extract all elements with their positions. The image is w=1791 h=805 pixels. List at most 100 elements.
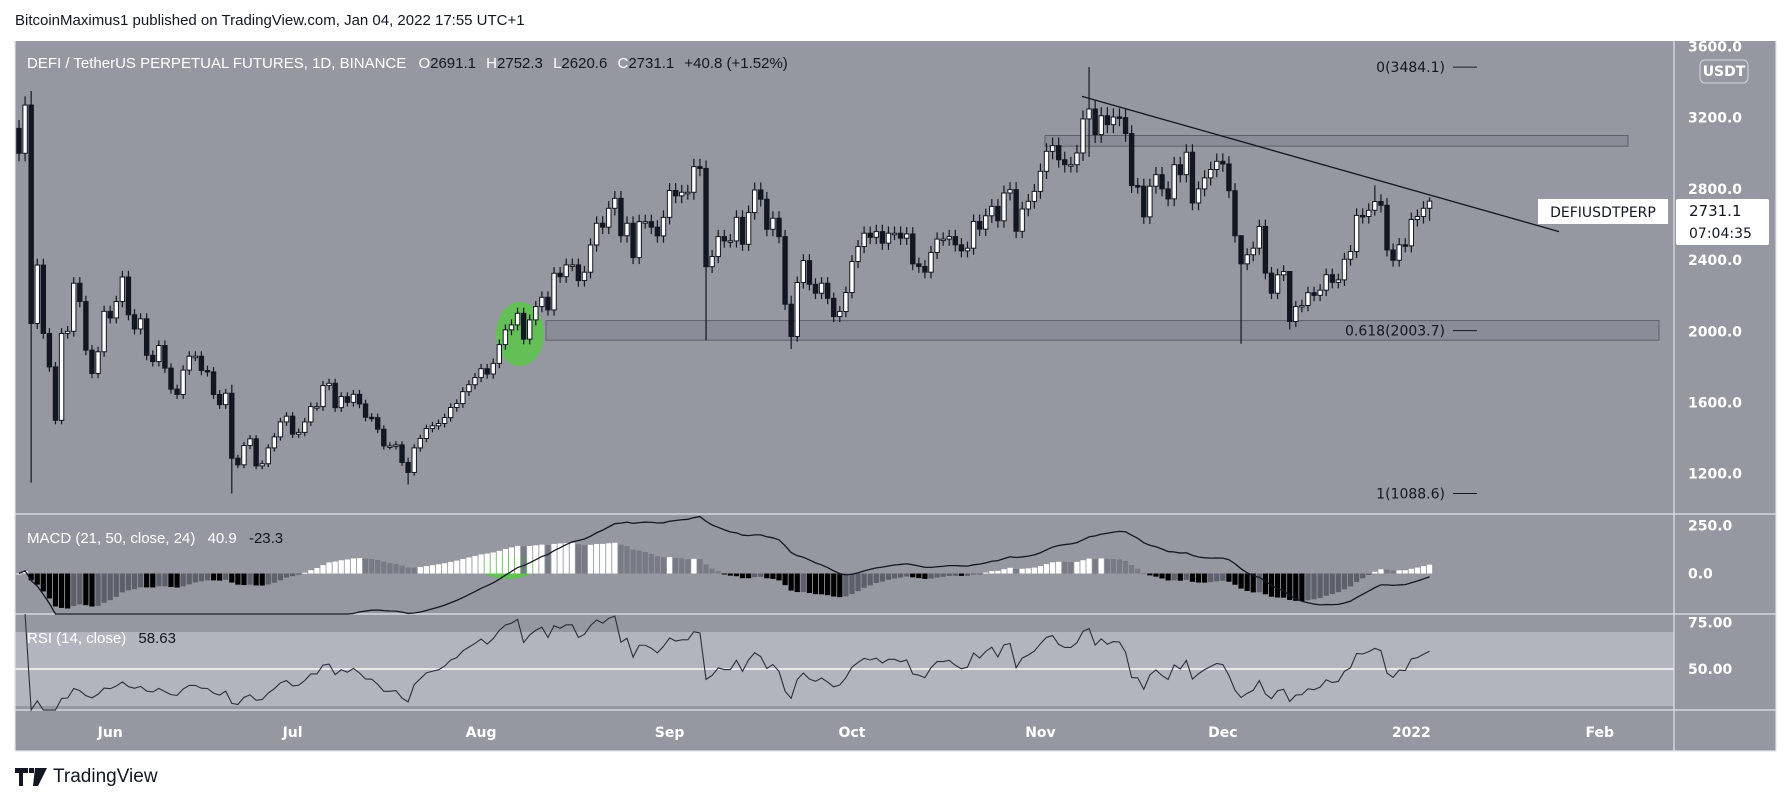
candle bbox=[1092, 100, 1098, 143]
candle-body-up bbox=[593, 222, 600, 246]
candle-body-down bbox=[1122, 117, 1129, 135]
macd-histogram-bar bbox=[156, 573, 162, 587]
candle-body-up bbox=[1171, 164, 1177, 200]
descending-trendline[interactable] bbox=[1081, 95, 1560, 233]
candle bbox=[1268, 266, 1275, 300]
macd-histogram-bar bbox=[1043, 564, 1050, 574]
macd-histogram-bar bbox=[764, 573, 770, 579]
candle bbox=[58, 328, 65, 425]
candle-body-down bbox=[776, 217, 782, 238]
candle-body-up bbox=[970, 220, 977, 249]
candle-body-up bbox=[478, 368, 484, 379]
rsi-value: 58.63 bbox=[138, 630, 176, 647]
candle bbox=[150, 350, 156, 367]
candle bbox=[867, 226, 873, 245]
candle-body-down bbox=[332, 382, 338, 409]
macd-indicator bbox=[16, 515, 1433, 615]
candle-body-up bbox=[1098, 115, 1104, 136]
candle bbox=[1250, 241, 1256, 262]
candle-body-up bbox=[113, 301, 119, 319]
macd-histogram-bar bbox=[1013, 568, 1019, 574]
macd-histogram-bar bbox=[788, 573, 794, 591]
candle-body-up bbox=[946, 236, 952, 240]
candle bbox=[654, 220, 661, 243]
candle-body-up bbox=[387, 445, 393, 448]
candle bbox=[375, 413, 381, 434]
macd-histogram-bar bbox=[174, 573, 180, 588]
macd-histogram-bar bbox=[1116, 559, 1123, 574]
time-axis[interactable] bbox=[15, 710, 1674, 751]
candle-body-up bbox=[58, 332, 65, 421]
zone-rectangle[interactable] bbox=[1044, 135, 1629, 147]
macd-histogram-bar bbox=[241, 573, 247, 586]
candle bbox=[1104, 107, 1111, 134]
macd-histogram-bar bbox=[448, 561, 454, 574]
highlight-ellipse-price[interactable] bbox=[496, 302, 544, 366]
candle bbox=[113, 295, 119, 324]
candle bbox=[441, 413, 448, 428]
candle bbox=[356, 389, 363, 409]
footer: TradingView bbox=[15, 766, 158, 788]
macd-histogram-bar bbox=[1366, 573, 1372, 575]
candle-body-down bbox=[575, 264, 582, 282]
candle-body-down bbox=[788, 303, 794, 337]
macd-histogram-bar bbox=[107, 573, 113, 601]
candle bbox=[95, 346, 101, 379]
fib-retracement[interactable]: 0(3484.1) 0.618(2003.7) 1(1088.6) bbox=[1345, 60, 1477, 503]
candle-body-down bbox=[958, 244, 965, 252]
candle-body-up bbox=[514, 312, 521, 326]
macd-histogram-bar bbox=[679, 558, 685, 574]
candle bbox=[545, 291, 551, 316]
candle-body-up bbox=[691, 166, 697, 193]
macd-histogram-bar bbox=[496, 550, 502, 574]
macd-histogram-bar bbox=[557, 543, 563, 574]
rsi-legend[interactable]: RSI (14, close) 58.63 bbox=[27, 630, 176, 647]
candle bbox=[1244, 248, 1250, 271]
candle bbox=[691, 158, 697, 200]
price-axis-ticks: 3600.0 3200.0 2800.0 2400.0 2000.0 1600.… bbox=[1688, 40, 1742, 483]
macd-histogram-bar bbox=[46, 573, 52, 599]
candle bbox=[1043, 143, 1050, 180]
macd-histogram-bar bbox=[290, 573, 296, 577]
symbol-legend[interactable]: DEFI / TetherUS PERPETUAL FUTURES, 1D, B… bbox=[27, 55, 788, 72]
candle bbox=[849, 255, 855, 299]
last-price: 2731.1 bbox=[1689, 202, 1742, 220]
candle bbox=[1171, 156, 1177, 207]
candle-body-down bbox=[520, 312, 527, 340]
candle bbox=[642, 214, 648, 229]
macd-histogram-bar bbox=[514, 545, 521, 574]
candles bbox=[16, 67, 1433, 494]
macd-histogram-bar bbox=[867, 573, 873, 586]
macd-histogram-bar bbox=[1141, 573, 1147, 575]
macd-histogram-bar bbox=[52, 573, 59, 607]
macd-pane[interactable] bbox=[15, 514, 1674, 614]
usdt-badge[interactable]: USDT bbox=[1699, 59, 1749, 84]
candle-body-up bbox=[247, 438, 253, 447]
macd-histogram-bar bbox=[442, 563, 448, 574]
candle bbox=[1007, 182, 1013, 201]
macd-histogram-bar bbox=[1165, 573, 1171, 581]
candle bbox=[709, 250, 715, 273]
support-resistance-zones[interactable] bbox=[545, 135, 1660, 341]
change-value: +40.8 (+1.52%) bbox=[684, 55, 787, 72]
candle-body-down bbox=[1141, 185, 1147, 218]
candle-body-up bbox=[508, 324, 515, 331]
candle bbox=[697, 158, 703, 177]
macd-histogram-bar bbox=[898, 573, 904, 578]
candle bbox=[204, 365, 211, 377]
candle bbox=[575, 258, 582, 287]
macd-histogram-bar bbox=[1068, 562, 1074, 574]
candle-body-up bbox=[581, 271, 588, 282]
price-tick: 1600.0 bbox=[1688, 396, 1742, 412]
price-axis[interactable] bbox=[1674, 41, 1776, 710]
macd-histogram-bar bbox=[375, 559, 381, 574]
zone-rectangle[interactable] bbox=[545, 320, 1660, 341]
candle bbox=[326, 378, 332, 391]
main-pane[interactable] bbox=[15, 41, 1674, 514]
candle-body-down bbox=[910, 233, 916, 265]
macd-legend[interactable]: MACD (21, 50, close, 24) 40.9 -23.3 bbox=[27, 530, 283, 547]
macd-histogram-bar bbox=[648, 553, 654, 574]
macd-histogram-bar bbox=[575, 544, 581, 574]
publish-info: BitcoinMaximus1 published on TradingView… bbox=[15, 12, 525, 29]
